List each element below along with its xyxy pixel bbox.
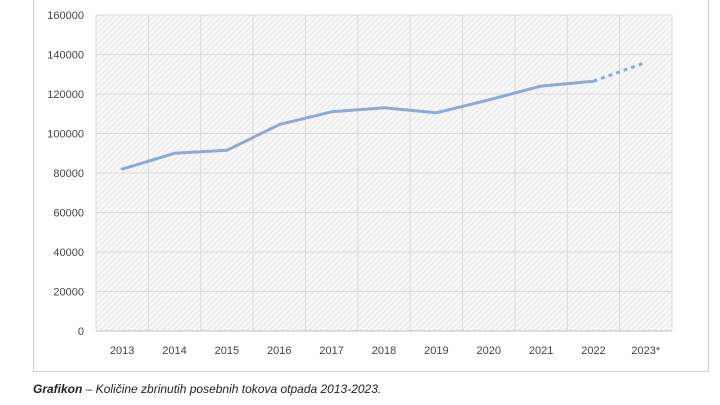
x-tick-label: 2019 [424, 345, 448, 357]
gridlines [95, 14, 673, 332]
series-line-forecast [592, 60, 647, 83]
line-chart: 0 20000 40000 60000 80000 100000 120000 140000 1… [47, 10, 673, 357]
y-axis-ticks: 0 20000 40000 60000 80000 100000 120000 140000 1… [47, 10, 84, 338]
y-tick-label: 120000 [47, 89, 84, 101]
y-tick-label: 100000 [47, 129, 84, 141]
x-tick-label: 2017 [319, 345, 343, 357]
y-tick-label: 60000 [53, 208, 84, 220]
x-tick-label: 2020 [476, 345, 500, 357]
y-tick-label: 80000 [53, 168, 84, 180]
x-tick-label: 2014 [162, 345, 186, 357]
caption-label: Grafikon [33, 382, 83, 396]
caption-text: – Količine zbrinutih posebnih tokova otp… [82, 382, 382, 396]
y-tick-label: 20000 [53, 287, 84, 299]
x-tick-label: 2013 [110, 345, 134, 357]
x-tick-label: 2016 [267, 345, 291, 357]
y-tick-label: 160000 [47, 10, 84, 22]
y-tick-label: 0 [78, 326, 84, 338]
y-tick-label: 40000 [53, 247, 84, 259]
x-tick-label: 2018 [372, 345, 396, 357]
x-axis-ticks: 2013 2014 2015 2016 2017 2018 2019 2020 2021 2022… [110, 345, 661, 357]
y-tick-label: 140000 [47, 50, 84, 62]
x-tick-label: 2023* [631, 345, 660, 357]
figure-caption: Grafikon – Količine zbrinutih posebnih t… [33, 382, 381, 396]
x-tick-label: 2021 [529, 345, 553, 357]
series-line [120, 60, 647, 171]
series-line-solid [120, 79, 595, 171]
x-tick-label: 2022 [581, 345, 605, 357]
x-tick-label: 2015 [215, 345, 239, 357]
